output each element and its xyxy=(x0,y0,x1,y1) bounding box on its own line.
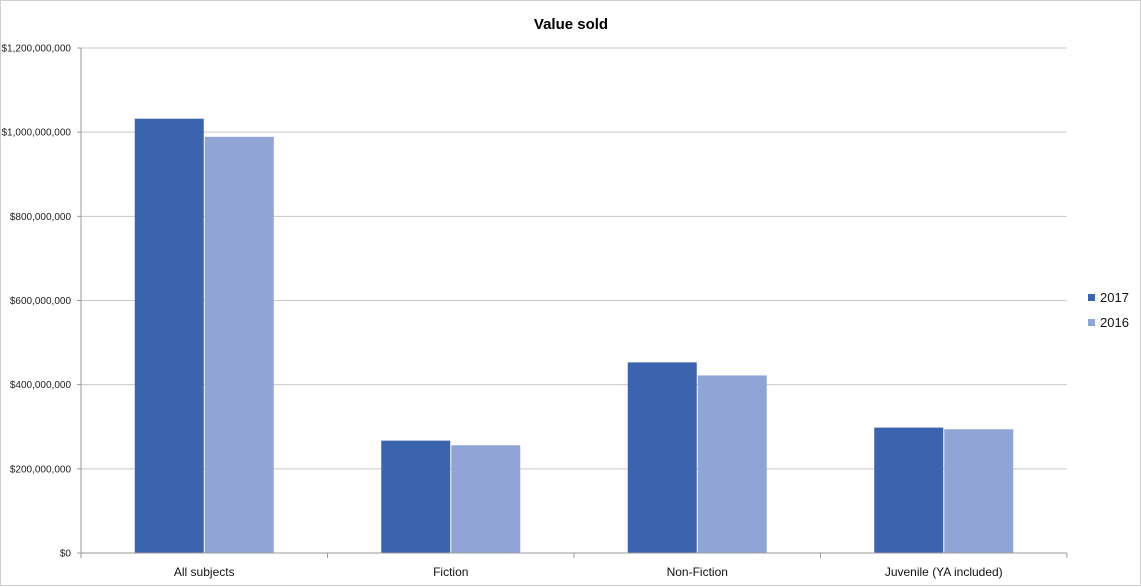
legend: 2017 2016 xyxy=(1088,290,1129,330)
legend-swatch-2016 xyxy=(1088,319,1095,326)
x-category-label: Fiction xyxy=(433,565,468,579)
x-category-label: Juvenile (YA included) xyxy=(885,565,1003,579)
y-tick-label: $800,000,000 xyxy=(10,212,72,223)
y-tick-label: $400,000,000 xyxy=(10,380,72,391)
x-category-label: All subjects xyxy=(174,565,235,579)
x-axis-category-labels: All subjects Fiction Non-Fiction Juvenile (… xyxy=(174,565,1003,579)
bar-2016-0 xyxy=(204,136,274,553)
y-tick-label: $200,000,000 xyxy=(10,464,72,475)
bar-2017-0 xyxy=(134,118,204,553)
bar-2017-2 xyxy=(627,362,697,553)
y-axis-tick-labels: $0 $200,000,000 $400,000,000 $600,000,000 $8… xyxy=(1,44,71,560)
bar-2016-2 xyxy=(697,375,767,553)
bar-2017-3 xyxy=(874,427,944,553)
x-axis xyxy=(80,552,1068,558)
bar-2017-1 xyxy=(381,440,451,553)
legend-label-2016: 2016 xyxy=(1100,315,1129,330)
y-tick-label: $1,200,000,000 xyxy=(1,44,71,55)
chart-title: Value sold xyxy=(534,16,608,33)
x-category-label: Non-Fiction xyxy=(667,565,728,579)
bar-2016-1 xyxy=(451,445,521,553)
y-tick-label: $0 xyxy=(60,549,72,560)
y-tick-label: $600,000,000 xyxy=(10,296,72,307)
y-tick-label: $1,000,000,000 xyxy=(1,128,71,139)
legend-swatch-2017 xyxy=(1088,294,1095,301)
legend-label-2017: 2017 xyxy=(1100,290,1129,305)
bars xyxy=(134,118,1014,553)
bar-2016-3 xyxy=(944,429,1014,553)
